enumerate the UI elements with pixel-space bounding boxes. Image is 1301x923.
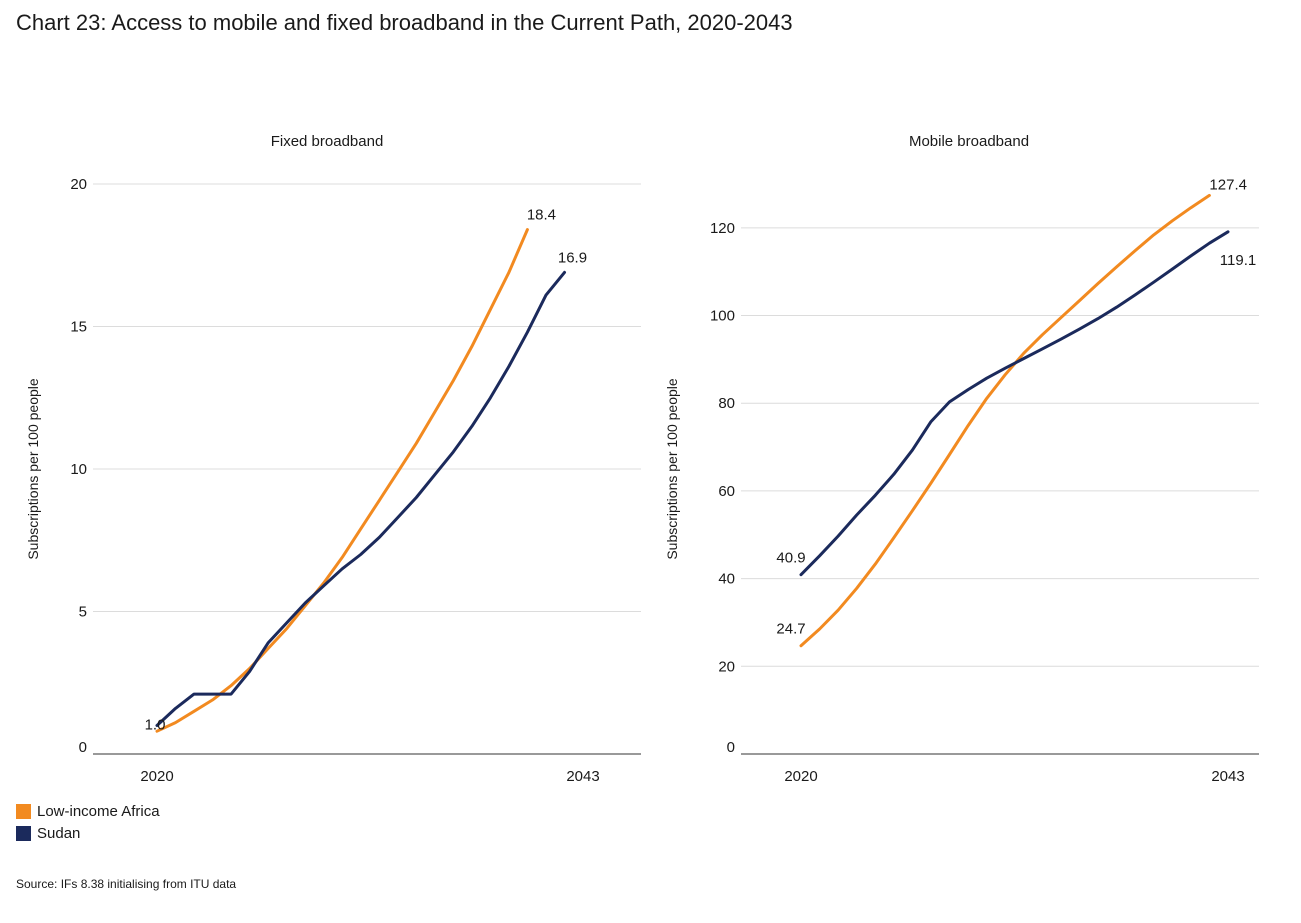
y-tick-label: 0 — [727, 739, 735, 756]
y-axis-label: Subscriptions per 100 people — [664, 378, 680, 560]
data-label: 119.1 — [1220, 252, 1256, 269]
source-note: Source: IFs 8.38 initialising from ITU d… — [16, 877, 237, 891]
legend-label: Low-income Africa — [37, 802, 160, 820]
x-tick-label: 2020 — [140, 768, 173, 785]
series-line-low-income-africa — [799, 193, 1211, 648]
legend: Low-income Africa Sudan — [16, 800, 160, 844]
data-label: 1.0 — [145, 717, 166, 734]
legend-swatch-low-income-africa — [16, 803, 31, 819]
data-label: 24.7 — [776, 621, 805, 638]
x-tick-label: 2020 — [784, 768, 817, 785]
legend-swatch-sudan — [16, 825, 31, 841]
mobile-broadband-panel: Mobile broadband Subscriptions per 100 pe… — [664, 133, 1259, 785]
x-tick-label: 2043 — [566, 768, 599, 785]
data-label: 127.4 — [1209, 176, 1247, 193]
fixed-broadband-panel: Fixed broadband Subscriptions per 100 peo… — [25, 133, 641, 785]
panel-title: Fixed broadband — [271, 133, 384, 150]
y-tick-label: 80 — [718, 395, 735, 412]
series-line-sudan — [155, 270, 566, 727]
y-axis-label: Subscriptions per 100 people — [25, 378, 41, 560]
chart-title: Chart 23: Access to mobile and fixed bro… — [16, 10, 793, 35]
y-tick-label: 120 — [710, 220, 735, 237]
y-tick-label: 40 — [718, 571, 735, 588]
legend-item-sudan: Sudan — [16, 822, 160, 844]
y-tick-label: 20 — [70, 176, 87, 193]
series-line-sudan — [799, 230, 1230, 577]
y-tick-label: 10 — [70, 461, 87, 478]
y-tick-label: 5 — [79, 604, 87, 621]
x-tick-label: 2043 — [1211, 768, 1244, 785]
panel-title: Mobile broadband — [909, 133, 1029, 150]
y-tick-label: 20 — [718, 658, 735, 675]
y-tick-label: 100 — [710, 308, 735, 325]
legend-item-low-income-africa: Low-income Africa — [16, 800, 160, 822]
series-line-low-income-africa — [155, 228, 529, 733]
y-tick-label: 60 — [718, 483, 735, 500]
legend-label: Sudan — [37, 824, 81, 842]
y-tick-label: 0 — [79, 739, 87, 756]
data-label: 40.9 — [776, 550, 805, 567]
data-label: 16.9 — [558, 249, 587, 266]
y-tick-label: 15 — [70, 319, 87, 336]
data-label: 18.4 — [527, 207, 556, 224]
